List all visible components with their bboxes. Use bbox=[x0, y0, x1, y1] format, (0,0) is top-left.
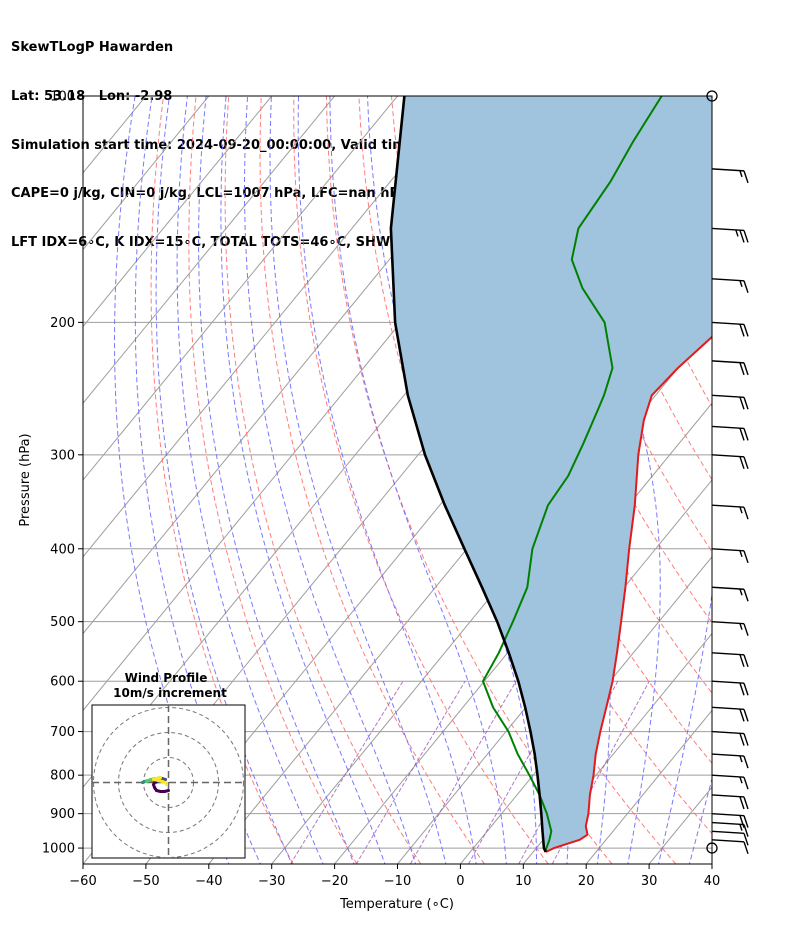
dry-adiabat-line bbox=[717, 96, 794, 864]
x-tick-label: 10 bbox=[515, 874, 532, 889]
wind-barb bbox=[706, 842, 718, 854]
dry-adiabat-line bbox=[188, 96, 358, 864]
wind-barb bbox=[711, 730, 749, 746]
wind-barb bbox=[711, 278, 749, 294]
moist-adiabat-line bbox=[644, 96, 712, 864]
wind-barb bbox=[706, 90, 718, 102]
moist-adiabat-line bbox=[297, 96, 477, 864]
y-tick-label: 800 bbox=[50, 769, 75, 784]
isotherm-line bbox=[83, 96, 335, 404]
isotherm-line bbox=[334, 402, 712, 864]
x-tick-label: 40 bbox=[704, 874, 721, 889]
x-tick-label: −30 bbox=[258, 874, 285, 889]
inset-title: Wind Profile bbox=[125, 671, 208, 685]
isotherm-line bbox=[83, 96, 398, 481]
inset-subtitle: 10m/s increment bbox=[113, 686, 227, 700]
temperature-line bbox=[545, 335, 712, 853]
wind-barb bbox=[711, 652, 749, 668]
isotherm-line bbox=[522, 632, 712, 864]
x-tick-label: 20 bbox=[578, 874, 595, 889]
moist-adiabat-line bbox=[720, 96, 794, 867]
y-tick-label: 700 bbox=[50, 725, 75, 740]
wind-barb bbox=[711, 168, 749, 184]
isotherm-line bbox=[83, 96, 273, 328]
wind-barb bbox=[711, 586, 749, 602]
mixing-ratio-line bbox=[290, 680, 404, 864]
x-tick-label: −20 bbox=[321, 874, 348, 889]
mixing-ratio-line bbox=[409, 680, 517, 864]
isotherm-line bbox=[585, 709, 712, 864]
dry-adiabat-line bbox=[750, 96, 794, 864]
wind-barb bbox=[711, 504, 749, 520]
x-axis-label: Temperature (∘C) bbox=[339, 897, 454, 912]
y-tick-label: 400 bbox=[50, 542, 75, 557]
isotherm-line bbox=[711, 863, 712, 864]
wind-profile-inset: Wind Profile 10m/s increment bbox=[91, 671, 246, 859]
isotherm-line bbox=[83, 96, 210, 251]
wind-barb bbox=[711, 706, 749, 722]
wind-barb bbox=[711, 454, 749, 470]
moist-adiabat-line bbox=[198, 96, 355, 864]
y-tick-label: 600 bbox=[50, 675, 75, 690]
y-tick-label: 500 bbox=[50, 615, 75, 630]
chart-title: SkewTLogP Hawarden bbox=[11, 40, 174, 56]
hodograph-segment bbox=[164, 781, 168, 786]
mixing-ratio-line bbox=[355, 680, 466, 864]
dry-adiabat-line bbox=[150, 96, 294, 864]
wind-barb bbox=[711, 360, 749, 376]
axes: −60 −50 −40 −30 −20 −10 0 10 20 30 40 1000 900 800 700… bbox=[42, 90, 720, 890]
y-tick-label: 900 bbox=[50, 807, 75, 822]
wind-barb bbox=[711, 680, 749, 696]
isotherm-line bbox=[83, 96, 461, 558]
parcel-line bbox=[389, 96, 547, 853]
parcel-temperature-shading bbox=[390, 96, 712, 852]
x-tick-label: −60 bbox=[69, 874, 96, 889]
profile-lines bbox=[389, 96, 712, 853]
wind-barb bbox=[711, 830, 749, 846]
moist-adiabat-line bbox=[269, 96, 447, 864]
isotherm-line bbox=[397, 479, 712, 864]
wind-barb bbox=[711, 794, 749, 810]
moist-adiabat-line bbox=[244, 96, 417, 864]
dry-adiabat-line bbox=[783, 96, 794, 864]
isotherm-line bbox=[83, 96, 84, 97]
wind-barb bbox=[711, 753, 749, 769]
y-axis-label: Pressure (hPa) bbox=[18, 433, 33, 526]
x-tick-label: 0 bbox=[456, 874, 464, 889]
moist-adiabat-line bbox=[155, 96, 293, 864]
wind-barb bbox=[711, 321, 749, 337]
wind-barb bbox=[711, 812, 749, 828]
moist-adiabat-line bbox=[220, 96, 386, 864]
y-tick-label: 100 bbox=[50, 90, 75, 105]
dry-adiabat-line bbox=[259, 96, 485, 864]
y-tick-label: 300 bbox=[50, 448, 75, 463]
wind-barb bbox=[711, 839, 749, 855]
wind-barb bbox=[711, 394, 749, 410]
wind-barb bbox=[711, 548, 749, 564]
moist-adiabat-line bbox=[329, 96, 507, 864]
x-tick-label: −10 bbox=[384, 874, 411, 889]
x-tick-label: −40 bbox=[195, 874, 222, 889]
wind-barb bbox=[711, 227, 749, 243]
moist-adiabat-line bbox=[176, 96, 324, 864]
y-tick-label: 1000 bbox=[42, 842, 75, 857]
wind-barb bbox=[711, 620, 749, 636]
y-tick-label: 200 bbox=[50, 316, 75, 331]
x-tick-label: 30 bbox=[641, 874, 658, 889]
wind-barb bbox=[711, 774, 749, 790]
wind-barb bbox=[711, 425, 749, 441]
wind-barb bbox=[711, 821, 749, 837]
x-tick-label: −50 bbox=[132, 874, 159, 889]
dry-adiabat-line bbox=[293, 96, 549, 864]
dewpoint-line bbox=[481, 96, 663, 853]
wind-barbs bbox=[706, 90, 749, 855]
